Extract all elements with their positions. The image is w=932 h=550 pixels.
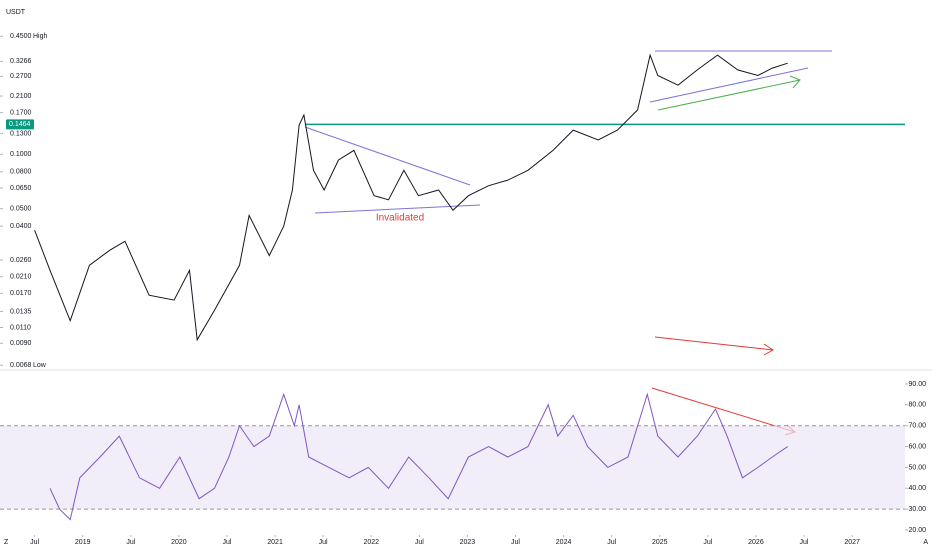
y-tick-label: 0.1000 [10,151,32,158]
trend-line [304,126,471,186]
x-tick-label: Jul [703,539,712,546]
y-tick-label: 80.00 [908,402,926,409]
arrow [657,75,801,111]
y-tick-label: 0.1700 [10,109,32,116]
rsi-band [0,425,905,510]
x-tick-label: 2024 [556,539,572,546]
x-tick-label: 2025 [652,539,668,546]
y-tick-label: 20.00 [908,527,926,534]
currency-label: USDT [6,9,26,16]
trend-line [649,67,809,103]
arrow [654,336,774,356]
y-tick-label: 0.0068 [10,362,32,369]
y-tick-label: 0.1300 [10,131,32,138]
high-label: High [33,33,48,40]
x-tick-label: Jul [319,539,328,546]
y-tick-label: 0.0400 [10,223,32,230]
y-tick-label: 40.00 [908,485,926,492]
ui-button[interactable]: A [923,539,928,546]
last-price-label: 0.1464 [9,121,31,128]
series-line [34,53,788,342]
annotation: Invalidated [376,213,424,224]
y-tick-label: 0.0170 [10,290,32,297]
y-tick-label: 90.00 [908,381,926,388]
x-tick-label: 2021 [267,539,283,546]
x-tick-label: 2022 [363,539,379,546]
y-tick-label: 30.00 [908,506,926,513]
y-tick-label: 0.0500 [10,206,32,213]
y-tick-label: 0.0210 [10,274,32,281]
x-tick-label: 2027 [844,539,860,546]
y-tick-label: 0.0650 [10,185,32,192]
y-tick-label: 0.0090 [10,340,32,347]
y-tick-label: 0.3266 [10,58,32,65]
price-badge [6,119,34,130]
trend-line [314,204,481,214]
x-tick-label: Jul [30,539,39,546]
y-tick-label: 0.0110 [10,324,31,331]
y-tick-label: 0.4500 [10,33,32,40]
ui-button[interactable]: Z [4,539,9,546]
x-tick-label: Jul [607,539,616,546]
y-tick-label: 0.0260 [10,257,32,264]
x-tick-label: Jul [126,539,135,546]
low-label: Low [33,362,47,369]
x-tick-label: 2020 [171,539,187,546]
y-tick-label: 0.2100 [10,93,32,100]
x-tick-label: Jul [800,539,809,546]
y-tick-label: 60.00 [908,443,926,450]
x-tick-label: 2023 [460,539,476,546]
x-tick-label: Jul [222,539,231,546]
x-tick-label: Jul [511,539,520,546]
y-tick-label: 70.00 [908,423,926,430]
x-tick-label: Jul [415,539,424,546]
x-tick-label: 2026 [748,539,764,546]
y-tick-label: 50.00 [908,464,926,471]
x-tick-label: 2019 [75,539,91,546]
series-line [49,392,788,521]
y-tick-label: 0.0800 [10,169,32,176]
y-tick-label: 0.0135 [10,308,32,315]
y-tick-label: 0.2700 [10,73,32,80]
